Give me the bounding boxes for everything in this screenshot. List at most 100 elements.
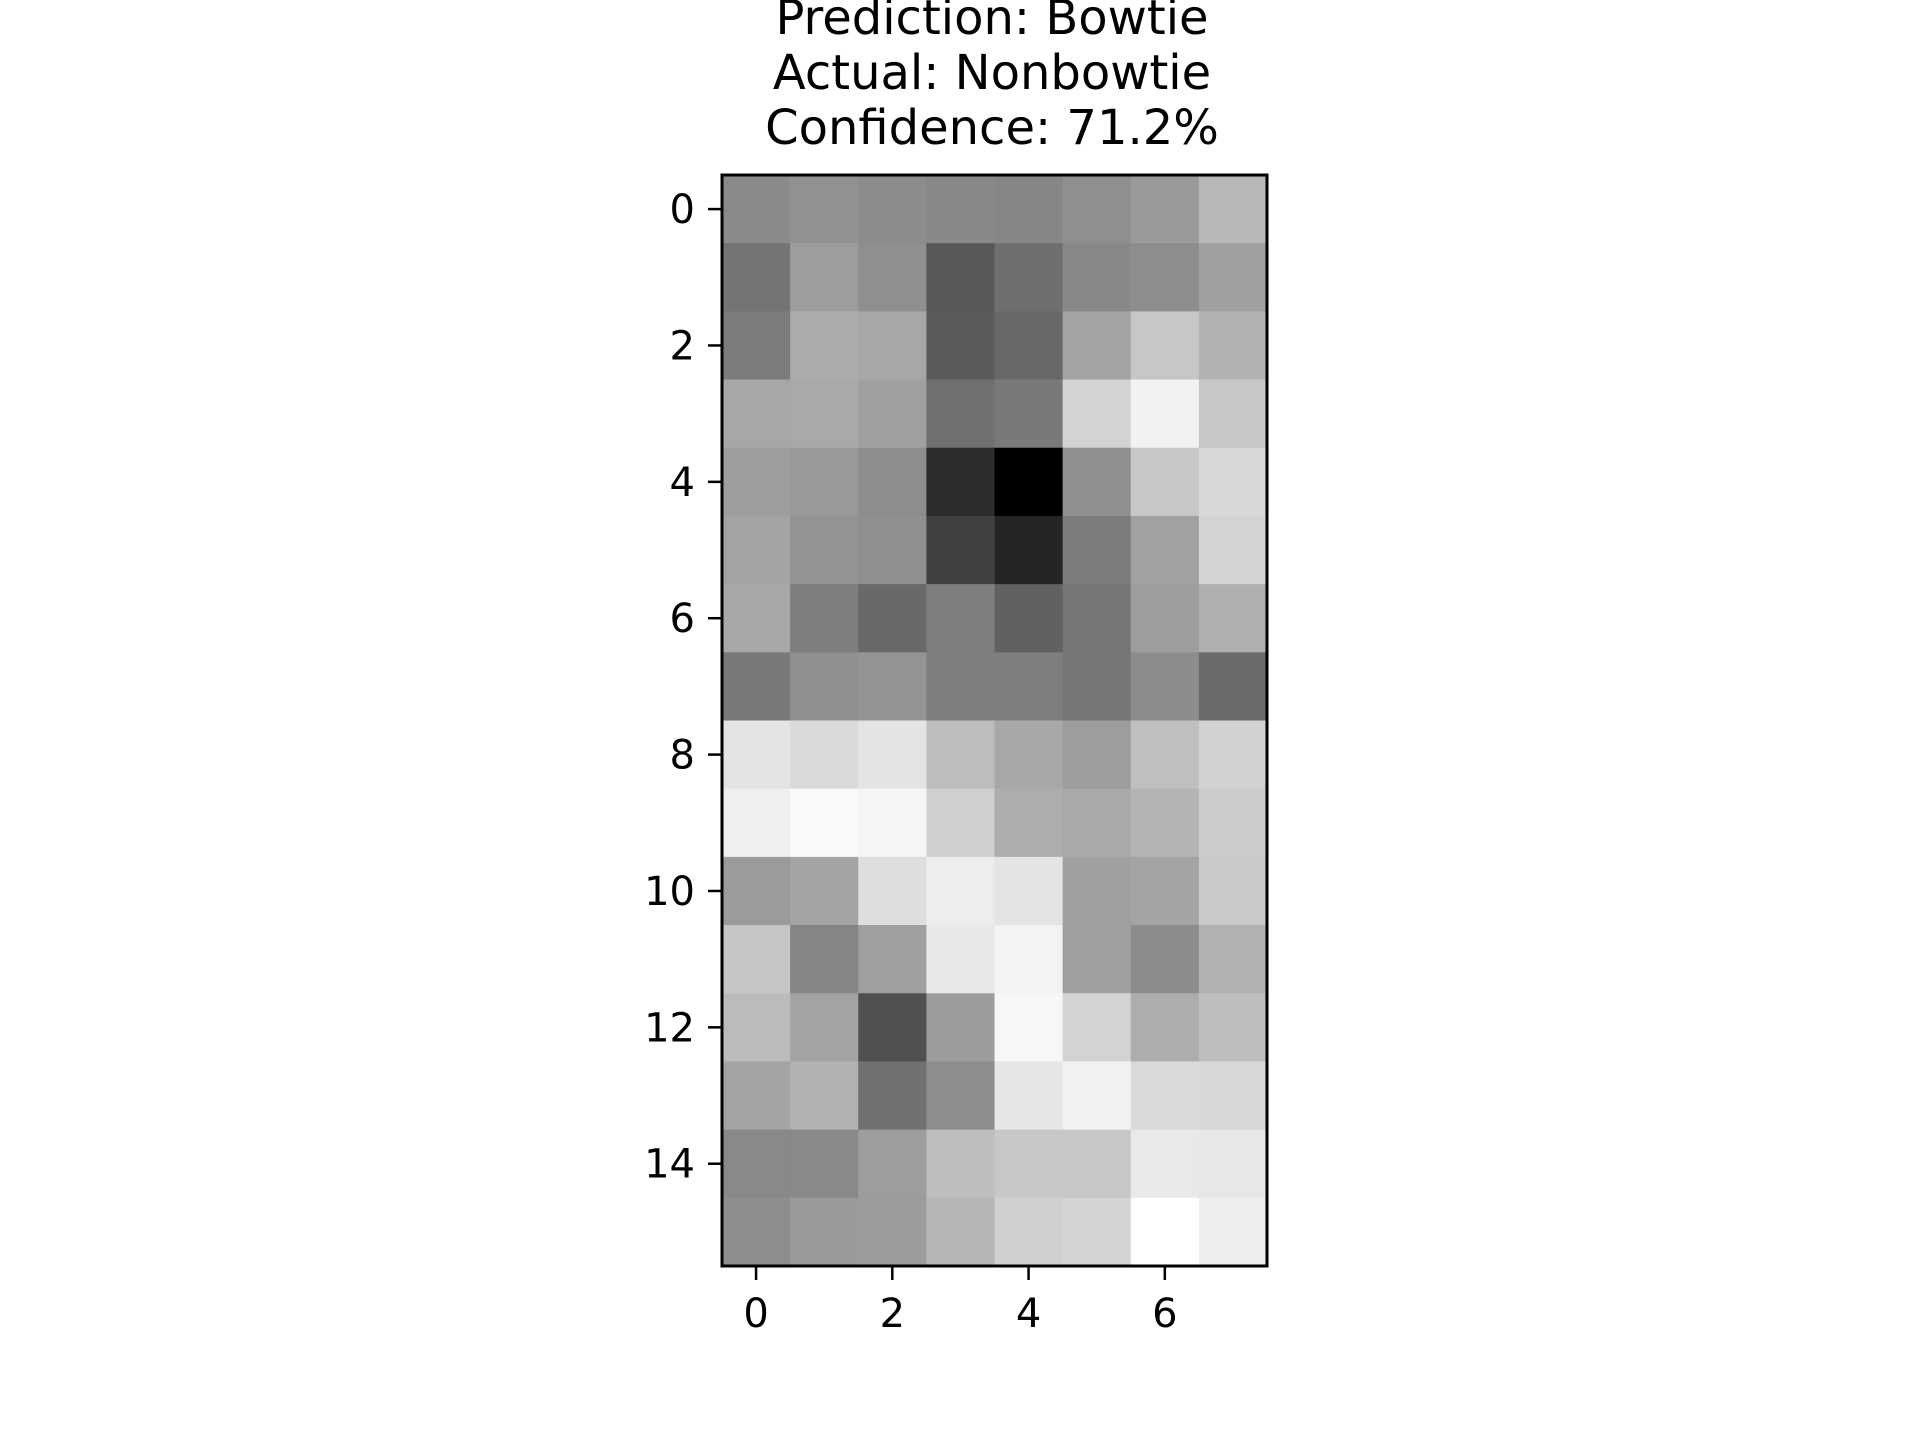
heatmap-cell-r6-c7 — [1198, 584, 1268, 653]
heatmap-cell-r14-c4 — [994, 1129, 1064, 1199]
heatmap-cell-r13-c3 — [926, 1061, 996, 1131]
heatmap-cell-r6-c6 — [1130, 584, 1200, 653]
heatmap-cell-r6-c3 — [926, 584, 996, 653]
heatmap-cell-r9-c2 — [858, 788, 927, 858]
heatmap-cell-r8-c6 — [1130, 720, 1200, 790]
heatmap-cell-r7-c1 — [790, 652, 859, 722]
heatmap-cell-r14-c5 — [1062, 1129, 1132, 1199]
heatmap-cell-r7-c2 — [858, 652, 927, 722]
heatmap-cell-r14-c0 — [722, 1129, 791, 1199]
chart-title: Prediction: Bowtie Actual: Nonbowtie Con… — [765, 0, 1219, 156]
heatmap-cell-r6-c2 — [858, 584, 927, 653]
heatmap-cell-r0-c5 — [1062, 175, 1132, 244]
heatmap-cell-r1-c1 — [790, 243, 859, 312]
heatmap-cell-r9-c1 — [790, 788, 859, 858]
heatmap-cell-r1-c0 — [722, 243, 791, 312]
x-tick-label-0: 0 — [743, 1291, 768, 1337]
heatmap-cell-r11-c3 — [926, 925, 996, 994]
heatmap-cell-r12-c5 — [1062, 993, 1132, 1063]
heatmap-cell-r0-c2 — [858, 175, 927, 244]
heatmap-cell-r7-c0 — [722, 652, 791, 722]
heatmap-cell-r2-c1 — [790, 311, 859, 381]
heatmap-cell-r15-c7 — [1198, 1197, 1268, 1267]
heatmap-cell-r3-c1 — [790, 379, 859, 449]
y-axis: 0 2 4 6 8 10 12 14 — [644, 187, 722, 1188]
heatmap-cell-r7-c5 — [1062, 652, 1132, 722]
heatmap-cell-r14-c1 — [790, 1129, 859, 1199]
heatmap-cell-r10-c7 — [1198, 856, 1268, 926]
heatmap-cell-r12-c4 — [994, 993, 1064, 1063]
heatmap-cell-r15-c3 — [926, 1197, 996, 1267]
heatmap-cell-r12-c1 — [790, 993, 859, 1063]
heatmap-cell-r13-c1 — [790, 1061, 859, 1131]
heatmap-cell-r12-c0 — [722, 993, 791, 1063]
heatmap-cell-r10-c3 — [926, 856, 996, 926]
heatmap-cell-r6-c0 — [722, 584, 791, 653]
heatmap-cell-r14-c3 — [926, 1129, 996, 1199]
heatmap-cell-r2-c3 — [926, 311, 996, 381]
heatmap-cell-r0-c6 — [1130, 175, 1200, 244]
heatmap-cell-r5-c3 — [926, 515, 996, 585]
y-tick-label-12: 12 — [644, 1005, 695, 1051]
heatmap-cell-r10-c6 — [1130, 856, 1200, 926]
y-tick-label-6: 6 — [670, 596, 695, 642]
heatmap-cell-r1-c4 — [994, 243, 1064, 312]
heatmap-cell-r15-c2 — [858, 1197, 927, 1267]
heatmap-cell-r5-c1 — [790, 515, 859, 585]
heatmap-cell-r4-c2 — [858, 447, 927, 517]
heatmap-cell-r1-c7 — [1198, 243, 1268, 312]
heatmap-cell-r4-c6 — [1130, 447, 1200, 517]
heatmap-cell-r4-c1 — [790, 447, 859, 517]
y-tick-label-14: 14 — [644, 1142, 695, 1188]
heatmap-cell-r0-c0 — [722, 175, 791, 244]
title-line-confidence: Confidence: 71.2% — [765, 100, 1219, 156]
x-tick-label-4: 4 — [1016, 1291, 1041, 1337]
heatmap-cell-r7-c4 — [994, 652, 1064, 722]
heatmap-cell-r3-c6 — [1130, 379, 1200, 449]
heatmap-cell-r1-c2 — [858, 243, 927, 312]
heatmap-cell-r5-c2 — [858, 515, 927, 585]
heatmap-cell-r12-c6 — [1130, 993, 1200, 1063]
heatmap-cell-r9-c4 — [994, 788, 1064, 858]
heatmap-cell-r13-c4 — [994, 1061, 1064, 1131]
heatmap-cell-r8-c2 — [858, 720, 927, 790]
heatmap-cell-r10-c2 — [858, 856, 927, 926]
y-tick-label-4: 4 — [670, 460, 695, 506]
heatmap-cell-r7-c6 — [1130, 652, 1200, 722]
heatmap-cell-r8-c5 — [1062, 720, 1132, 790]
heatmap-cell-r0-c7 — [1198, 175, 1268, 244]
heatmap-cell-r4-c0 — [722, 447, 791, 517]
heatmap-cell-r13-c5 — [1062, 1061, 1132, 1131]
heatmap-cell-r0-c4 — [994, 175, 1064, 244]
heatmap-cell-r3-c4 — [994, 379, 1064, 449]
heatmap-cell-r11-c7 — [1198, 925, 1268, 994]
heatmap-cell-r14-c2 — [858, 1129, 927, 1199]
heatmap-cell-r12-c3 — [926, 993, 996, 1063]
y-tick-label-2: 2 — [670, 323, 695, 369]
heatmap-cell-r4-c4 — [994, 447, 1064, 517]
heatmap-cell-r2-c4 — [994, 311, 1064, 381]
heatmap-cell-r12-c7 — [1198, 993, 1268, 1063]
heatmap-cell-r14-c7 — [1198, 1129, 1268, 1199]
heatmap-cell-r3-c7 — [1198, 379, 1268, 449]
heatmap-cell-r9-c7 — [1198, 788, 1268, 858]
y-tick-label-0: 0 — [670, 187, 695, 233]
heatmap-cell-r2-c6 — [1130, 311, 1200, 381]
heatmap-cell-r11-c6 — [1130, 925, 1200, 994]
heatmap-cell-r9-c5 — [1062, 788, 1132, 858]
heatmap-cell-r8-c3 — [926, 720, 996, 790]
heatmap-cell-r15-c0 — [722, 1197, 791, 1267]
heatmap-cell-r5-c5 — [1062, 515, 1132, 585]
heatmap-cell-r6-c4 — [994, 584, 1064, 653]
heatmap-cell-r14-c6 — [1130, 1129, 1200, 1199]
heatmap-cell-r13-c2 — [858, 1061, 927, 1131]
heatmap-cell-r7-c3 — [926, 652, 996, 722]
heatmap-cell-r15-c6 — [1130, 1197, 1200, 1267]
heatmap-cell-r5-c0 — [722, 515, 791, 585]
heatmap-cell-r11-c2 — [858, 925, 927, 994]
heatmap-cell-r0-c1 — [790, 175, 859, 244]
heatmap-cell-r1-c5 — [1062, 243, 1132, 312]
heatmap-cell-r2-c0 — [722, 311, 791, 381]
heatmap-cell-r1-c6 — [1130, 243, 1200, 312]
heatmap-cell-r9-c3 — [926, 788, 996, 858]
